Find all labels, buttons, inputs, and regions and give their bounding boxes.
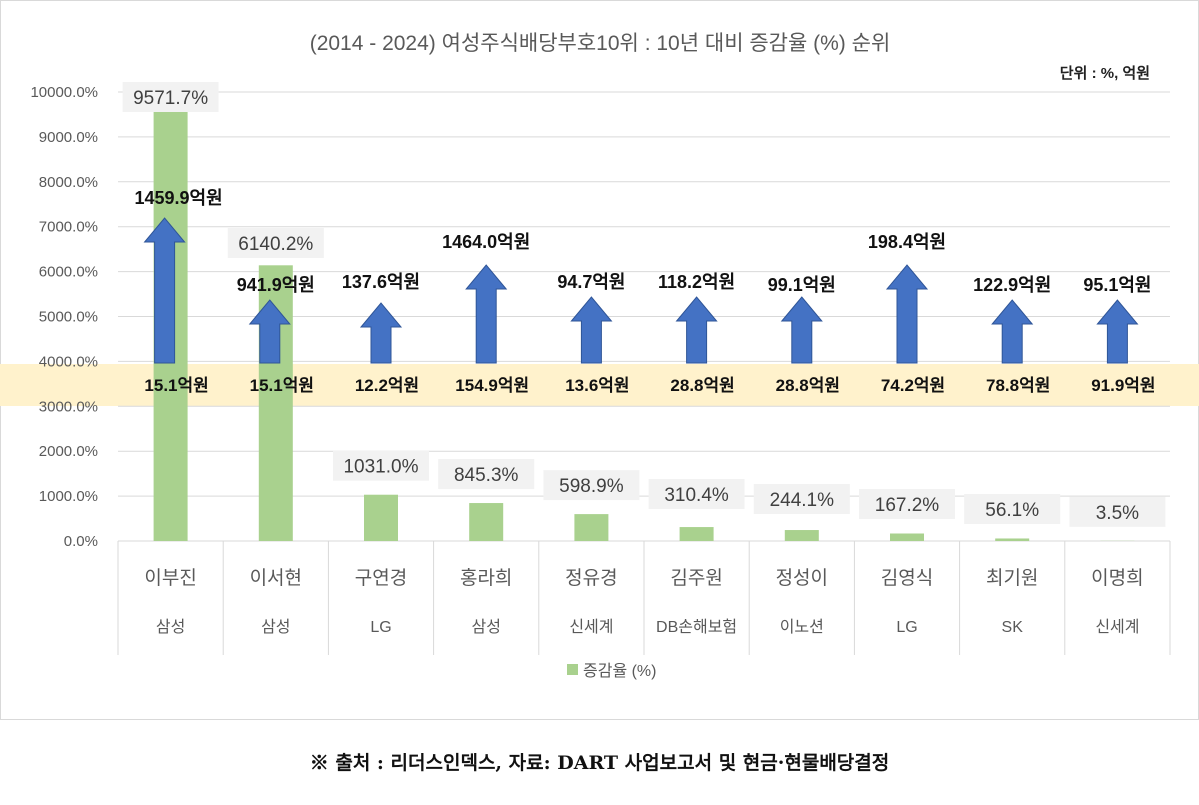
increase-arrow-icon [359, 302, 403, 364]
dividend-2024-label: 118.2억원 [658, 272, 735, 292]
dividend-2014-label: 12.2억원 [355, 376, 419, 395]
category-company: 신세계 [569, 618, 613, 636]
value-label-bg [648, 479, 745, 509]
category-name: 김영식 [881, 567, 933, 589]
y-tick-label: 3000.0% [39, 398, 98, 415]
category-company: 이노션 [780, 618, 824, 636]
category-company: 신세계 [1095, 618, 1139, 636]
y-tick-label: 0.0% [64, 533, 98, 550]
dividend-2024-label: 941.9억원 [237, 275, 315, 295]
dividend-2024-label: 1464.0억원 [442, 232, 530, 252]
value-label: 244.1% [770, 490, 835, 511]
y-tick-label: 9000.0% [39, 129, 98, 146]
bar-8 [890, 533, 924, 541]
value-label: 6140.2% [238, 234, 313, 255]
y-tick-label: 7000.0% [39, 219, 98, 236]
bar-chart: (2014 - 2024) 여성주식배당부호10위 : 10년 대비 증감율 (… [0, 32, 1199, 680]
increase-arrow-icon [248, 299, 291, 364]
legend-label: 증감율 (%) [583, 662, 657, 680]
y-tick-label: 1000.0% [39, 488, 98, 505]
category-name: 정성이 [776, 567, 828, 589]
value-label-bg [227, 228, 324, 258]
category-name: 정유경 [565, 567, 617, 589]
increase-arrow-icon [465, 264, 508, 364]
bar-7 [784, 530, 819, 541]
dividend-2014-label: 91.9억원 [1091, 376, 1155, 395]
value-label-bg [333, 450, 429, 481]
value-label-bg [753, 484, 850, 514]
value-label: 3.5% [1096, 503, 1139, 524]
y-tick-label: 5000.0% [39, 309, 98, 326]
category-name: 이부진 [144, 567, 196, 589]
y-tick-label: 2000.0% [39, 443, 98, 460]
category-company: 삼성 [471, 618, 500, 636]
y-tick-label: 6000.0% [39, 264, 98, 281]
dividend-2024-label: 94.7억원 [557, 272, 625, 292]
category-company: DB손해보험 [656, 618, 737, 636]
category-company: SK [1002, 619, 1024, 636]
value-label: 310.4% [664, 485, 729, 506]
dividend-2024-label: 198.4억원 [868, 232, 946, 252]
bar-3 [364, 494, 398, 541]
increase-arrow-icon [143, 217, 186, 364]
value-label: 845.3% [454, 465, 519, 486]
category-company: 삼성 [156, 618, 185, 636]
category-name: 최기원 [986, 567, 1038, 589]
dividend-2014-label: 15.1억원 [250, 376, 314, 395]
legend-swatch [567, 664, 578, 675]
value-label-bg [438, 459, 535, 490]
dividend-2024-label: 122.9억원 [973, 275, 1051, 295]
category-company: LG [896, 619, 917, 636]
value-label-bg [859, 489, 955, 519]
dividend-2014-band [0, 364, 1199, 406]
increase-arrow-icon [991, 299, 1034, 364]
dividend-2014-label: 28.8억원 [670, 376, 734, 395]
category-name: 이명희 [1091, 567, 1143, 589]
category-name: 이서현 [250, 567, 302, 589]
bar-5 [574, 514, 609, 541]
value-label: 167.2% [875, 495, 940, 516]
dividend-2024-label: 99.1억원 [768, 275, 836, 295]
dividend-2024-label: 95.1억원 [1083, 275, 1151, 295]
value-label: 9571.7% [133, 88, 208, 109]
y-tick-label: 8000.0% [39, 174, 98, 191]
category-name: 구연경 [355, 567, 407, 589]
dividend-2014-label: 78.8억원 [986, 376, 1050, 395]
unit-note: 단위 : %, 억원 [1060, 64, 1150, 82]
bar-4 [469, 503, 504, 541]
dividend-2014-label: 15.1억원 [144, 376, 208, 395]
dividend-2024-label: 1459.9억원 [135, 188, 223, 208]
category-name: 김주원 [670, 567, 722, 589]
value-label: 1031.0% [343, 457, 418, 478]
chart-title: (2014 - 2024) 여성주식배당부호10위 : 10년 대비 증감율 (… [310, 32, 891, 55]
dividend-2014-label: 28.8억원 [776, 376, 840, 395]
increase-arrow-icon [570, 296, 613, 364]
value-label-bg [122, 82, 219, 112]
dividend-2014-label: 74.2억원 [881, 376, 945, 395]
category-name: 홍라희 [460, 567, 512, 589]
increase-arrow-icon [780, 296, 823, 364]
y-tick-label: 4000.0% [39, 353, 98, 370]
value-label-bg [1069, 496, 1166, 527]
dividend-2014-label: 13.6억원 [565, 376, 629, 395]
y-tick-label: 10000.0% [30, 84, 98, 101]
dividend-2014-label: 154.9억원 [455, 376, 529, 395]
increase-arrow-icon [1096, 299, 1139, 364]
category-company: LG [370, 619, 391, 636]
source-footer: ※ 출처 : 리더스인덱스, 자료: DART 사업보고서 및 현금·현물배당결… [309, 752, 890, 774]
increase-arrow-icon [675, 296, 718, 364]
bar-9 [995, 538, 1030, 541]
value-label-bg [543, 470, 640, 501]
dividend-2024-label: 137.6억원 [342, 272, 420, 292]
category-company: 삼성 [261, 618, 290, 636]
bar-6 [679, 527, 714, 541]
value-label: 56.1% [985, 500, 1039, 521]
value-label-bg [964, 494, 1061, 524]
value-label: 598.9% [559, 476, 624, 497]
increase-arrow-icon [885, 264, 929, 364]
